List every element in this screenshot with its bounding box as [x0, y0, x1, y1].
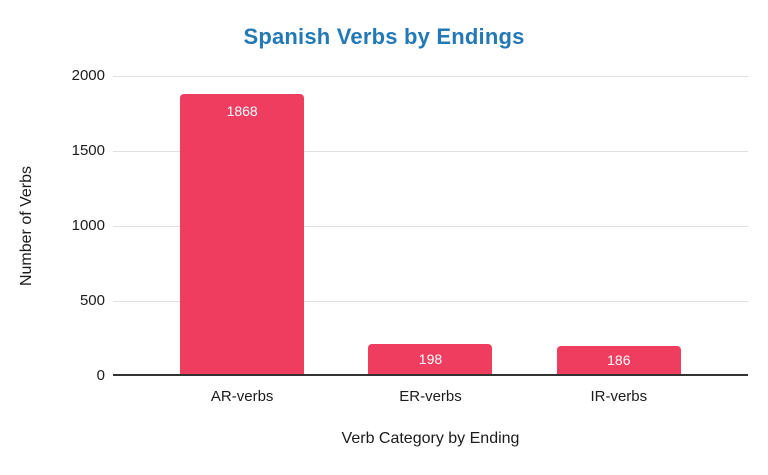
- gridline: [113, 301, 748, 302]
- gridline: [113, 226, 748, 227]
- bars-row: 1868 198 186: [148, 76, 713, 374]
- bar-value-label: 198: [418, 351, 443, 367]
- plot-area: 1868 198 186: [113, 76, 748, 376]
- y-tick-label: 0: [96, 367, 105, 384]
- x-axis-title: Verb Category by Ending: [341, 430, 520, 447]
- bar-ar-verbs: 1868: [180, 94, 305, 374]
- y-tick-label: 1000: [71, 217, 105, 234]
- bar-slot: 1868: [148, 76, 336, 374]
- bar-er-verbs: 198: [368, 344, 493, 374]
- bar-value-label: 186: [607, 352, 631, 368]
- category-label: ER-verbs: [399, 388, 462, 405]
- y-tick-label: 2000: [71, 67, 105, 84]
- gridline: [113, 76, 748, 77]
- y-tick-label: 1500: [71, 142, 105, 159]
- category-label: IR-verbs: [590, 388, 648, 405]
- y-tick-label: 500: [79, 292, 105, 309]
- bar-value-label: 1868: [226, 103, 258, 119]
- gridline: [113, 151, 748, 152]
- category-labels: AR-verbs ER-verbs IR-verbs: [148, 388, 713, 405]
- bar-slot: 198: [336, 76, 524, 374]
- bar-ir-verbs: 186: [556, 346, 681, 374]
- bar-slot: 186: [525, 76, 713, 374]
- category-label: AR-verbs: [210, 388, 274, 405]
- chart-title: Spanish Verbs by Endings: [243, 24, 525, 49]
- y-axis-title: Number of Verbs: [18, 165, 35, 287]
